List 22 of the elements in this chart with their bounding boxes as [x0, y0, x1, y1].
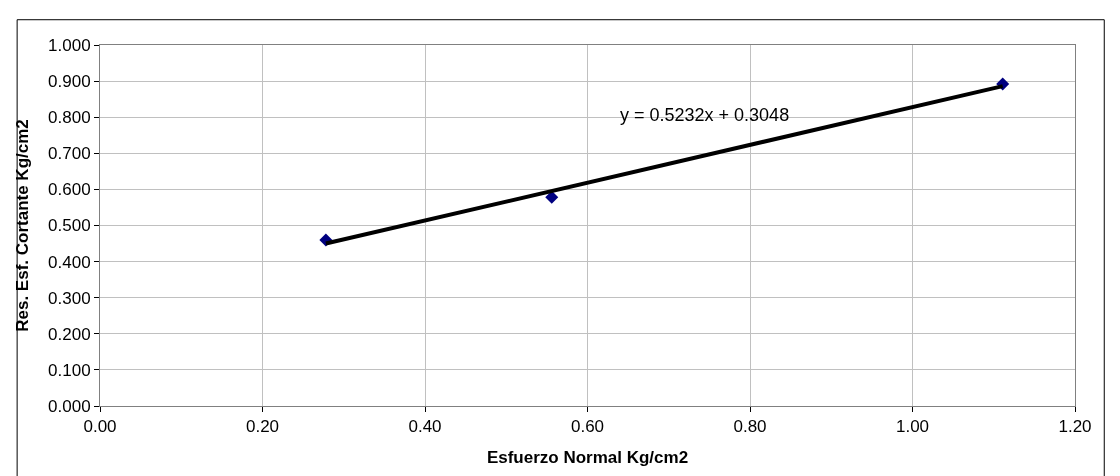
y-tick-label: 0.300	[48, 288, 91, 308]
y-tick-label: 0.200	[48, 324, 91, 344]
y-tick-label: 1.000	[48, 35, 91, 55]
y-tick-label: 0.600	[48, 180, 91, 200]
x-tick-label: 0.60	[570, 417, 605, 437]
y-axis-title: Res. Esf. Cortante Kg/cm2	[12, 119, 32, 332]
point	[545, 190, 559, 204]
x-tick-label: 0.80	[733, 417, 767, 437]
y-tick-label: 0.700	[48, 144, 91, 164]
y-tick-label: 0.000	[48, 396, 91, 416]
x-tick-label: 1.20	[1058, 417, 1092, 437]
x-tick-label: 0.00	[83, 417, 117, 437]
annotation: y = 0.5232x + 0.3048	[620, 105, 790, 125]
y-tick-label: 0.800	[48, 108, 91, 128]
y-tick-label: 0.900	[48, 72, 91, 92]
x-axis-title: Esfuerzo Normal Kg/cm2	[486, 447, 689, 467]
x-tick-label: 1.00	[895, 417, 930, 437]
y-tick-label: 0.400	[48, 252, 91, 272]
y-tick-label: 0.100	[48, 360, 91, 380]
x-tick-label: 0.20	[245, 417, 280, 437]
x-tick-label: 0.40	[408, 417, 442, 437]
y-tick-label: 0.500	[48, 216, 91, 236]
